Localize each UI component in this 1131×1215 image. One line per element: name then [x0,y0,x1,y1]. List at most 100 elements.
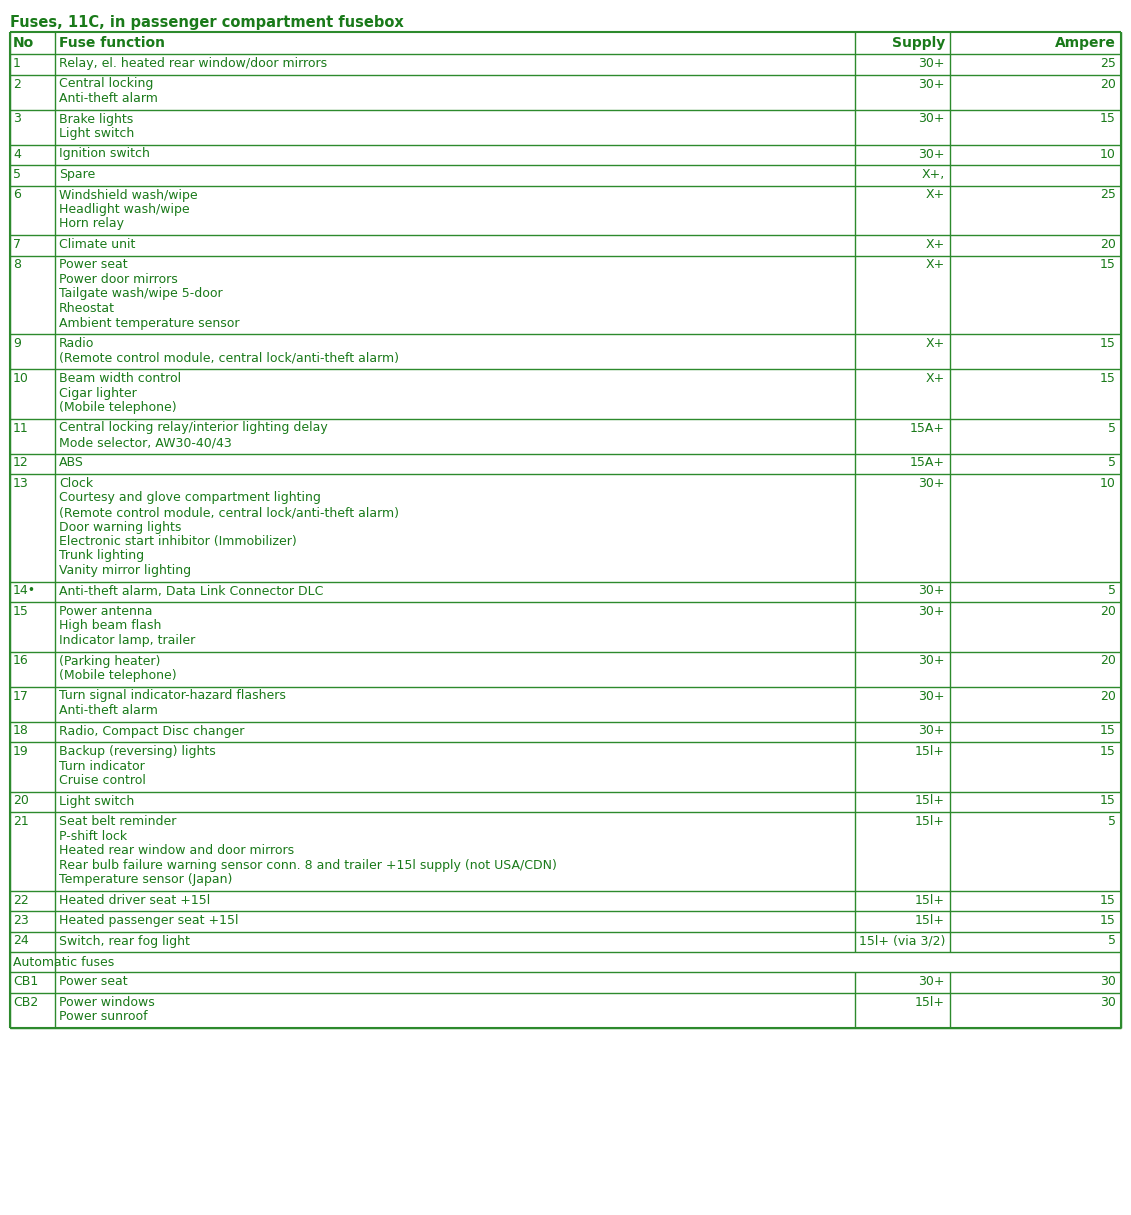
Text: 24: 24 [12,934,28,948]
Text: Switch, rear fog light: Switch, rear fog light [59,934,190,948]
Text: 20: 20 [1100,605,1116,618]
Text: (Remote control module, central lock/anti-theft alarm): (Remote control module, central lock/ant… [59,505,399,519]
Text: 15: 15 [1100,914,1116,927]
Text: 9: 9 [12,337,20,350]
Text: 15: 15 [1100,795,1116,808]
Text: 5: 5 [12,168,21,181]
Text: Brake lights: Brake lights [59,113,133,125]
Text: 15l+: 15l+ [915,995,946,1008]
Text: Ambient temperature sensor: Ambient temperature sensor [59,316,240,329]
Text: 13: 13 [12,477,28,490]
Text: Radio: Radio [59,337,94,350]
Text: CB2: CB2 [12,995,38,1008]
Text: 15: 15 [1100,337,1116,350]
Text: Central locking: Central locking [59,78,154,90]
Text: Trunk lighting: Trunk lighting [59,549,144,563]
Text: X+: X+ [926,372,946,385]
Text: P-shift lock: P-shift lock [59,830,127,842]
Text: Power door mirrors: Power door mirrors [59,273,178,286]
Text: 30: 30 [1100,974,1116,988]
Text: 30+: 30+ [918,724,946,738]
Text: Cruise control: Cruise control [59,774,146,787]
Text: 20: 20 [1100,655,1116,667]
Text: 30+: 30+ [918,78,946,90]
Text: 10: 10 [1100,477,1116,490]
Text: 22: 22 [12,893,28,906]
Text: 5: 5 [1108,584,1116,598]
Text: 30+: 30+ [918,974,946,988]
Text: 20: 20 [12,795,29,808]
Text: Heated rear window and door mirrors: Heated rear window and door mirrors [59,844,294,857]
Text: (Parking heater): (Parking heater) [59,655,161,667]
Text: 14•: 14• [12,584,36,598]
Text: 16: 16 [12,655,28,667]
Text: Power windows: Power windows [59,995,155,1008]
Text: Fuse function: Fuse function [59,36,165,50]
Text: Light switch: Light switch [59,128,135,140]
Text: Door warning lights: Door warning lights [59,520,181,533]
Text: Automatic fuses: Automatic fuses [12,955,114,968]
Text: Radio, Compact Disc changer: Radio, Compact Disc changer [59,724,244,738]
Text: 15l+ (via 3/2): 15l+ (via 3/2) [858,934,946,948]
Text: 30+: 30+ [918,584,946,598]
Text: 23: 23 [12,914,28,927]
Text: X+,: X+, [922,168,946,181]
Text: 15l+: 15l+ [915,914,946,927]
Text: 30+: 30+ [918,655,946,667]
Text: 30+: 30+ [918,477,946,490]
Text: (Remote control module, central lock/anti-theft alarm): (Remote control module, central lock/ant… [59,351,399,364]
Text: 30: 30 [1100,995,1116,1008]
Text: 21: 21 [12,815,28,827]
Text: Turn indicator: Turn indicator [59,759,145,773]
Text: Spare: Spare [59,168,95,181]
Text: 5: 5 [1108,422,1116,435]
Text: Beam width control: Beam width control [59,372,181,385]
Text: 15: 15 [12,605,29,618]
Text: 30+: 30+ [918,605,946,618]
Text: 25: 25 [1100,188,1116,202]
Text: Clock: Clock [59,477,93,490]
Text: 20: 20 [1100,238,1116,252]
Text: 15l+: 15l+ [915,795,946,808]
Text: Light switch: Light switch [59,795,135,808]
Text: 15: 15 [1100,745,1116,758]
Text: Courtesy and glove compartment lighting: Courtesy and glove compartment lighting [59,492,321,504]
Text: 1: 1 [12,57,20,70]
Text: 15: 15 [1100,113,1116,125]
Text: X+: X+ [926,238,946,252]
Text: 30+: 30+ [918,147,946,160]
Text: Ignition switch: Ignition switch [59,147,150,160]
Text: 15: 15 [1100,724,1116,738]
Text: 15l+: 15l+ [915,745,946,758]
Text: Seat belt reminder: Seat belt reminder [59,815,176,827]
Text: 12: 12 [12,457,28,469]
Text: 10: 10 [1100,147,1116,160]
Text: Backup (reversing) lights: Backup (reversing) lights [59,745,216,758]
Text: Rheostat: Rheostat [59,303,115,315]
Text: CB1: CB1 [12,974,38,988]
Text: X+: X+ [926,259,946,271]
Text: Power seat: Power seat [59,974,128,988]
Text: Heated passenger seat +15l: Heated passenger seat +15l [59,914,239,927]
Text: Rear bulb failure warning sensor conn. 8 and trailer +15l supply (not USA/CDN): Rear bulb failure warning sensor conn. 8… [59,859,556,871]
Text: 30+: 30+ [918,57,946,70]
Text: 20: 20 [1100,78,1116,90]
Text: 5: 5 [1108,934,1116,948]
Text: Power antenna: Power antenna [59,605,153,618]
Text: X+: X+ [926,188,946,202]
Text: 2: 2 [12,78,20,90]
Text: 18: 18 [12,724,29,738]
Text: 4: 4 [12,147,20,160]
Text: Temperature sensor (Japan): Temperature sensor (Japan) [59,874,232,886]
Text: Headlight wash/wipe: Headlight wash/wipe [59,203,190,216]
Text: Power seat: Power seat [59,259,128,271]
Text: 5: 5 [1108,457,1116,469]
Text: Indicator lamp, trailer: Indicator lamp, trailer [59,634,196,648]
Text: 15: 15 [1100,259,1116,271]
Text: Turn signal indicator-hazard flashers: Turn signal indicator-hazard flashers [59,689,286,702]
Text: X+: X+ [926,337,946,350]
Text: 7: 7 [12,238,21,252]
Text: Cigar lighter: Cigar lighter [59,386,137,400]
Text: Power sunroof: Power sunroof [59,1010,148,1023]
Text: 6: 6 [12,188,20,202]
